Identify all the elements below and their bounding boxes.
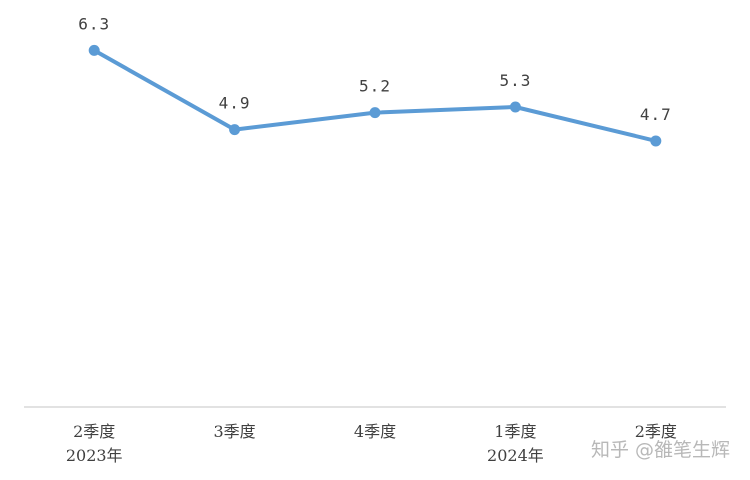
data-point-4 bbox=[509, 101, 521, 113]
data-point-5 bbox=[650, 135, 662, 147]
data-point-2 bbox=[229, 124, 241, 136]
data-label-3: 5.2 bbox=[359, 77, 391, 96]
category-label-2-line-1: 3季度 bbox=[214, 422, 256, 441]
category-label-1-line-1: 2季度 bbox=[73, 422, 115, 441]
category-labels: 2季度 2023年 3季度 4季度 1季度 2024年 2季度 bbox=[66, 422, 677, 465]
watermark-text: 知乎 @雒笔生辉 bbox=[591, 439, 730, 461]
data-point-1 bbox=[88, 44, 100, 56]
data-points bbox=[88, 44, 662, 147]
category-label-4-line-2: 2024年 bbox=[487, 446, 544, 465]
category-label-4-line-1: 1季度 bbox=[494, 422, 536, 441]
data-label-4: 5.3 bbox=[499, 71, 531, 90]
data-label-1: 6.3 bbox=[78, 14, 110, 33]
data-labels: 6.3 4.9 5.2 5.3 4.7 bbox=[78, 14, 672, 124]
data-label-5: 4.7 bbox=[640, 105, 672, 124]
data-label-2: 4.9 bbox=[219, 94, 251, 113]
category-label-5-line-1: 2季度 bbox=[635, 422, 677, 441]
category-label-1-line-2: 2023年 bbox=[66, 446, 123, 465]
data-point-3 bbox=[369, 107, 381, 119]
category-label-3-line-1: 4季度 bbox=[354, 422, 396, 441]
